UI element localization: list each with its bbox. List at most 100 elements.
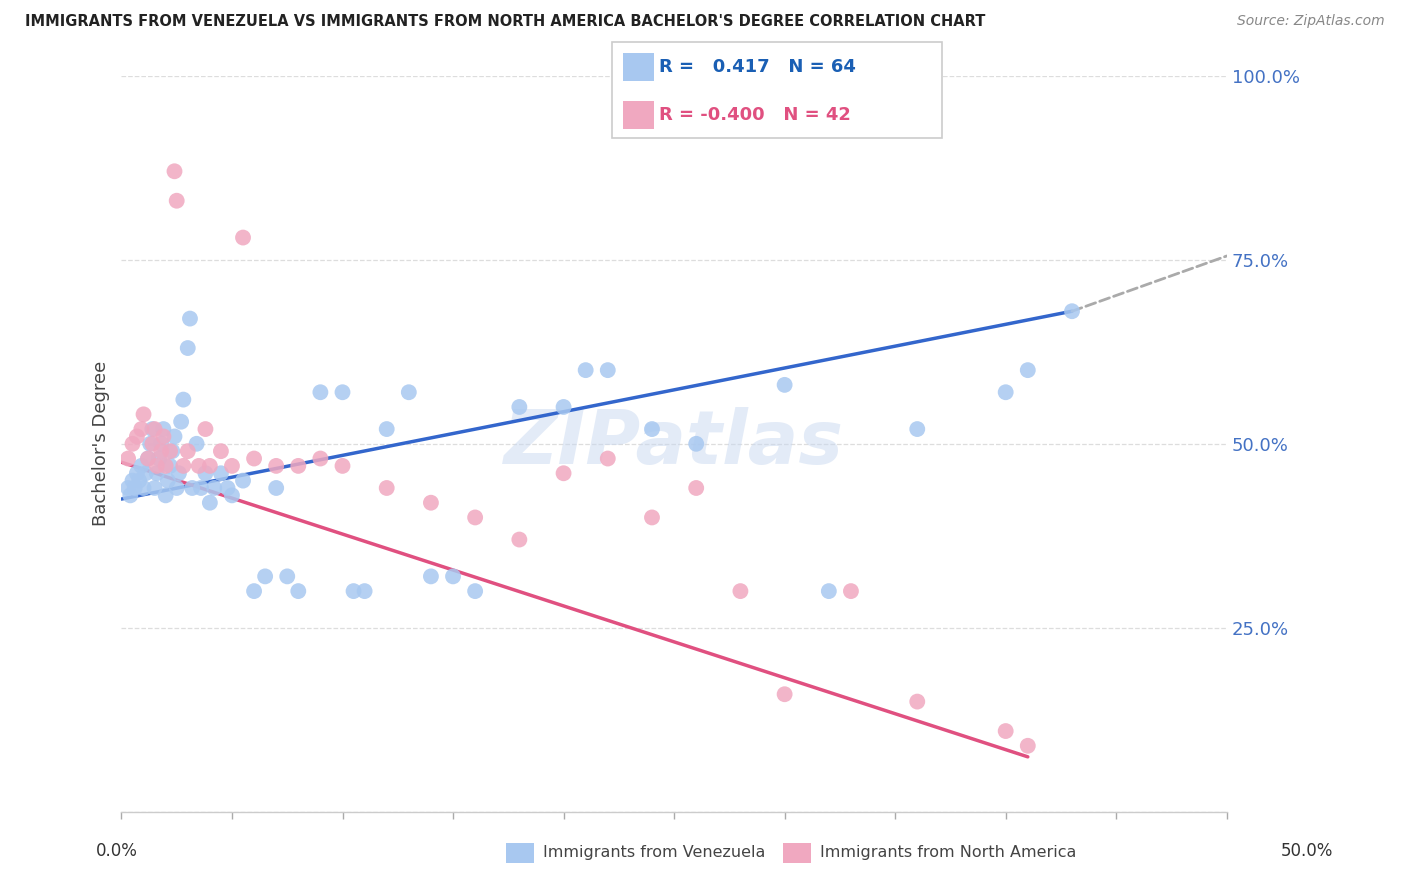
- Point: [166, 481, 188, 495]
- Text: IMMIGRANTS FROM VENEZUELA VS IMMIGRANTS FROM NORTH AMERICA BACHELOR'S DEGREE COR: IMMIGRANTS FROM VENEZUELA VS IMMIGRANTS …: [25, 14, 986, 29]
- Point: [508, 400, 530, 414]
- Point: [150, 444, 173, 458]
- Point: [141, 437, 163, 451]
- Point: [375, 422, 398, 436]
- Point: [179, 311, 201, 326]
- Point: [155, 488, 177, 502]
- Point: [332, 458, 354, 473]
- Point: [839, 584, 862, 599]
- Point: [131, 422, 153, 436]
- Point: [575, 363, 598, 377]
- Point: [146, 467, 169, 481]
- Point: [167, 467, 190, 481]
- Point: [190, 481, 212, 495]
- Point: [152, 429, 174, 443]
- Point: [139, 437, 162, 451]
- Point: [172, 458, 194, 473]
- Point: [170, 415, 193, 429]
- Point: [353, 584, 375, 599]
- Point: [162, 444, 184, 458]
- Point: [232, 474, 254, 488]
- Point: [121, 474, 143, 488]
- Point: [685, 481, 707, 495]
- Point: [177, 444, 200, 458]
- Point: [156, 474, 179, 488]
- Point: [117, 481, 139, 495]
- Point: [217, 481, 239, 495]
- Point: [187, 458, 209, 473]
- Point: [155, 458, 177, 473]
- Point: [994, 724, 1017, 739]
- Point: [773, 377, 796, 392]
- Point: [177, 341, 200, 355]
- Point: [685, 437, 707, 451]
- Point: [221, 458, 243, 473]
- Point: [143, 422, 166, 436]
- Point: [596, 363, 619, 377]
- Point: [194, 467, 217, 481]
- Text: Source: ZipAtlas.com: Source: ZipAtlas.com: [1237, 14, 1385, 29]
- Text: Immigrants from North America: Immigrants from North America: [820, 846, 1076, 860]
- Point: [818, 584, 841, 599]
- Point: [181, 481, 204, 495]
- Text: ZIPatlas: ZIPatlas: [505, 408, 844, 480]
- Point: [194, 422, 217, 436]
- Point: [135, 467, 157, 481]
- Point: [136, 451, 159, 466]
- Point: [596, 451, 619, 466]
- Point: [309, 385, 332, 400]
- Point: [1060, 304, 1083, 318]
- Point: [905, 695, 928, 709]
- Point: [441, 569, 464, 583]
- Point: [254, 569, 277, 583]
- Point: [128, 474, 150, 488]
- Point: [641, 510, 664, 524]
- Point: [773, 687, 796, 701]
- Y-axis label: Bachelor's Degree: Bachelor's Degree: [93, 361, 110, 526]
- Point: [152, 422, 174, 436]
- Point: [287, 458, 309, 473]
- Point: [553, 400, 575, 414]
- Point: [163, 164, 186, 178]
- Point: [202, 481, 225, 495]
- Point: [276, 569, 298, 583]
- Point: [166, 194, 188, 208]
- Point: [398, 385, 420, 400]
- Point: [553, 467, 575, 481]
- Point: [730, 584, 752, 599]
- Text: 50.0%: 50.0%: [1281, 842, 1333, 860]
- Point: [287, 584, 309, 599]
- Point: [419, 496, 441, 510]
- Point: [264, 481, 287, 495]
- Point: [375, 481, 398, 495]
- Point: [132, 481, 155, 495]
- Point: [209, 467, 232, 481]
- Point: [342, 584, 364, 599]
- Point: [309, 451, 332, 466]
- Text: Immigrants from Venezuela: Immigrants from Venezuela: [543, 846, 765, 860]
- Point: [150, 437, 173, 451]
- Point: [641, 422, 664, 436]
- Text: R = -0.400   N = 42: R = -0.400 N = 42: [659, 106, 851, 124]
- Point: [132, 408, 155, 422]
- Point: [243, 584, 266, 599]
- Point: [136, 451, 159, 466]
- Point: [419, 569, 441, 583]
- Point: [1017, 739, 1039, 753]
- Point: [221, 488, 243, 502]
- Point: [120, 488, 142, 502]
- Point: [121, 437, 143, 451]
- Point: [148, 451, 170, 466]
- Point: [264, 458, 287, 473]
- Point: [332, 385, 354, 400]
- Point: [186, 437, 208, 451]
- Point: [243, 451, 266, 466]
- Point: [159, 444, 181, 458]
- Point: [131, 458, 153, 473]
- Point: [141, 422, 163, 436]
- Text: R =   0.417   N = 64: R = 0.417 N = 64: [659, 58, 856, 76]
- Point: [146, 458, 169, 473]
- Point: [198, 458, 221, 473]
- Point: [124, 481, 146, 495]
- Point: [143, 481, 166, 495]
